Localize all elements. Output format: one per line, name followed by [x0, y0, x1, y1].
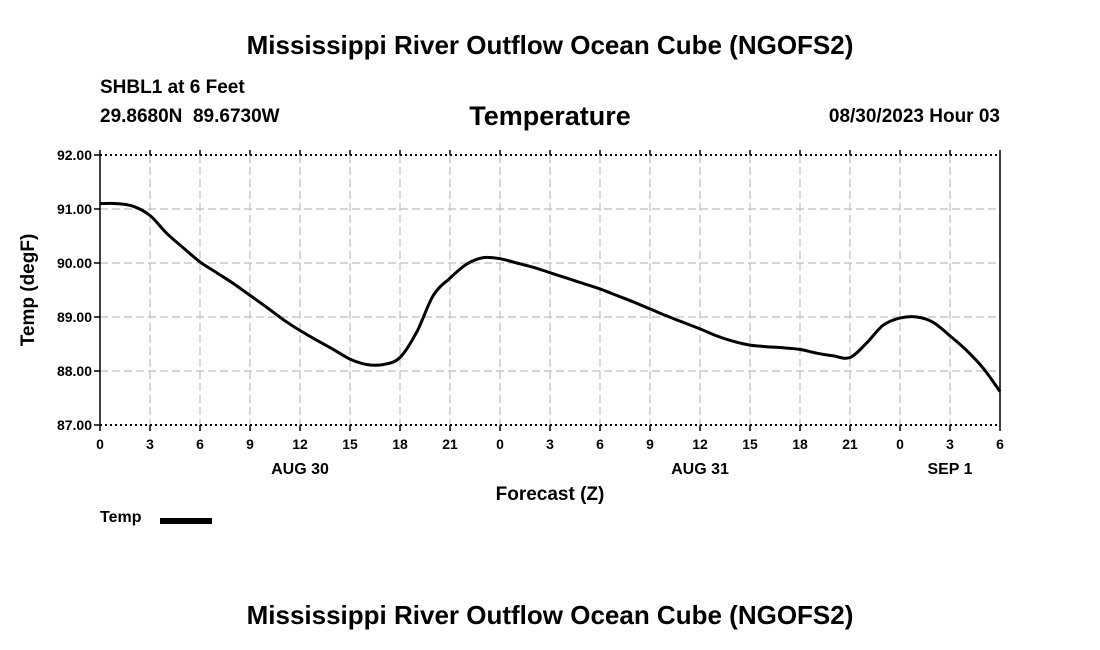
y-axis-label: Temp (degF)	[18, 234, 39, 347]
y-tick-label: 87.00	[57, 417, 92, 433]
x-tick-label: 9	[246, 436, 254, 452]
x-tick-label: 6	[996, 436, 1004, 452]
x-tick-label: 15	[342, 436, 358, 452]
x-tick-label: 21	[442, 436, 458, 452]
x-tick-label: 12	[292, 436, 308, 452]
axes: 87.00 88.00 89.00 90.00 91.00 92.00 0 3 6 9 12 15 18…	[57, 147, 1004, 478]
forecast-datetime: 08/30/2023 Hour 03	[828, 106, 1000, 127]
date-label: AUG 30	[271, 461, 329, 478]
x-tick-label: 6	[196, 436, 204, 452]
y-tick-label: 92.00	[57, 147, 92, 163]
x-tick-label: 15	[742, 436, 758, 452]
legend-line-swatch	[160, 518, 212, 524]
x-tick-label: 3	[946, 436, 954, 452]
station-coordinates: 29.8680N 89.6730W	[100, 106, 280, 128]
station-label: SHBL1 at 6 Feet	[100, 77, 245, 98]
x-tick-label: 18	[792, 436, 808, 452]
y-tick-label: 91.00	[57, 201, 92, 217]
x-tick-label: 0	[496, 436, 504, 452]
x-tick-label: 18	[392, 436, 408, 452]
series	[99, 201, 1002, 393]
y-tick-label: 89.00	[57, 309, 92, 325]
x-tick-label: 0	[896, 436, 904, 452]
date-label: AUG 31	[671, 461, 729, 478]
x-tick-label: 3	[146, 436, 154, 452]
x-tick-label: 6	[596, 436, 604, 452]
x-axis-label: Forecast (Z)	[496, 484, 605, 505]
longitude: 89.6730W	[192, 106, 280, 127]
x-tick-label: 3	[546, 436, 554, 452]
latitude: 29.8680N	[100, 106, 183, 127]
footer-title: Mississippi River Outflow Ocean Cube (NG…	[246, 600, 854, 630]
y-tick-label: 88.00	[57, 363, 92, 379]
grid	[100, 155, 1000, 425]
temp-series-line	[99, 201, 1002, 393]
legend-label: Temp	[100, 509, 142, 526]
x-tick-label: 0	[96, 436, 104, 452]
date-label: SEP 1	[927, 461, 972, 478]
x-tick-label: 9	[646, 436, 654, 452]
chart-title: Temperature	[469, 101, 631, 131]
x-tick-label: 12	[692, 436, 708, 452]
y-tick-label: 90.00	[57, 255, 92, 271]
x-tick-label: 21	[842, 436, 858, 452]
main-title: Mississippi River Outflow Ocean Cube (NG…	[246, 30, 854, 60]
